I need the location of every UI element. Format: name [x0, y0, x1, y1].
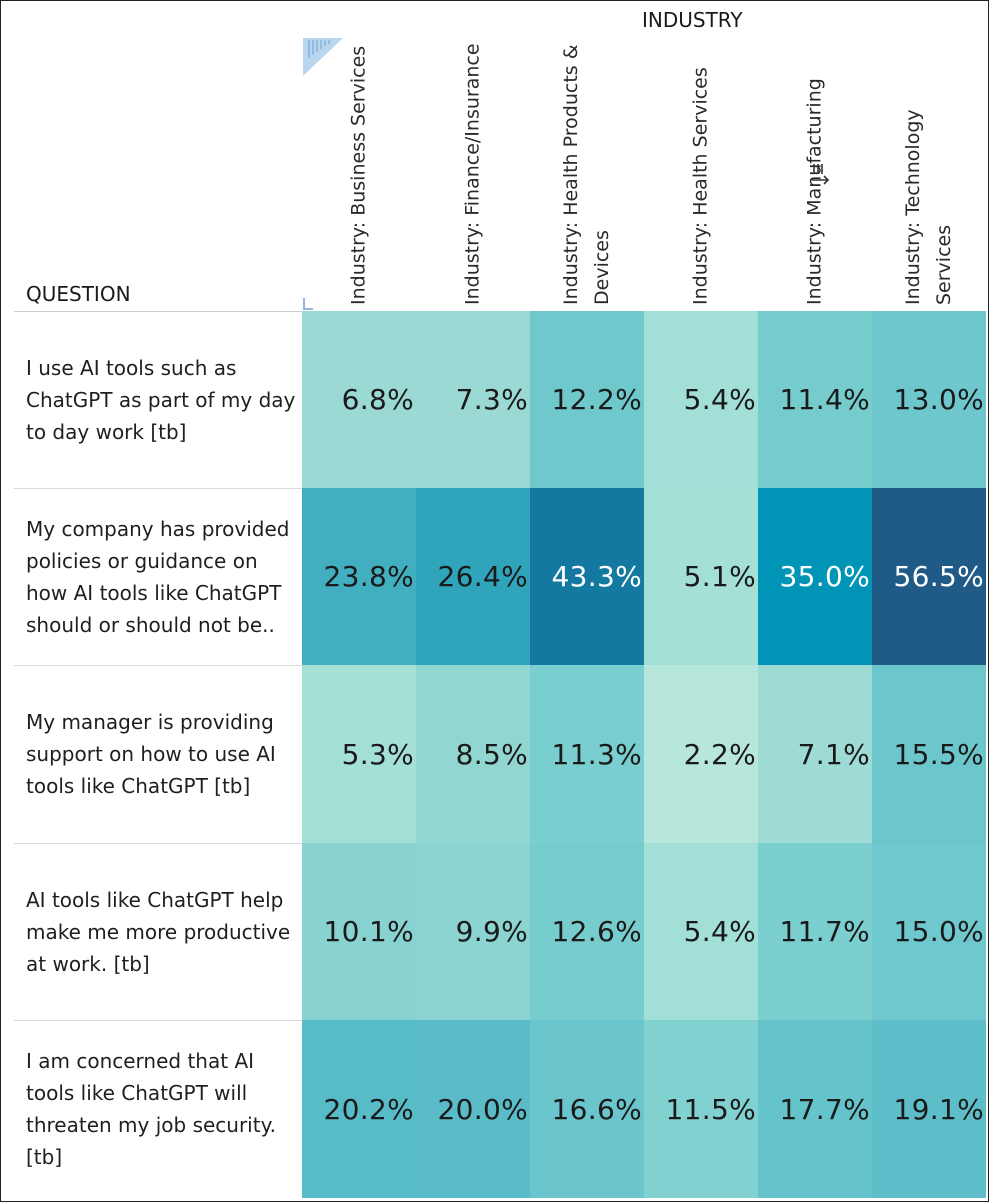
heatmap-cell[interactable]: 11.7% [758, 843, 872, 1020]
column-header[interactable]: Industry: Health Services [644, 38, 758, 310]
heatmap-cell[interactable]: 20.0% [416, 1020, 530, 1198]
column-header-title: INDUSTRY [642, 8, 743, 32]
column-header-label: Industry: Health Services [689, 67, 712, 305]
sort-icon[interactable] [303, 38, 343, 76]
row-label[interactable]: I use AI tools such as ChatGPT as part o… [26, 355, 296, 444]
heatmap-cell[interactable]: 13.0% [872, 311, 986, 488]
heatmap-cell[interactable]: 20.2% [302, 1020, 416, 1198]
heatmap-cell[interactable]: 7.3% [416, 311, 530, 488]
heatmap-cell[interactable]: 11.4% [758, 311, 872, 488]
column-header[interactable]: Industry: Health Products & Devices [530, 38, 644, 310]
heatmap-cell[interactable]: 5.1% [644, 488, 758, 665]
row-label[interactable]: My manager is providing support on how t… [26, 710, 276, 798]
heatmap-cell[interactable]: 2.2% [644, 665, 758, 843]
heatmap-cell[interactable]: 43.3% [530, 488, 644, 665]
column-header-label: Industry: Technology Services [902, 109, 955, 305]
heatmap-cell[interactable]: 15.0% [872, 843, 986, 1020]
heatmap-cell[interactable]: 19.1% [872, 1020, 986, 1198]
row-label[interactable]: AI tools like ChatGPT help make me more … [26, 887, 291, 976]
heatmap-cell[interactable]: 15.5% [872, 665, 986, 843]
row-separator [14, 488, 302, 489]
heatmap-cell[interactable]: 9.9% [416, 843, 530, 1020]
heatmap-cell[interactable]: 12.6% [530, 843, 644, 1020]
heatmap-cell[interactable]: 6.8% [302, 311, 416, 488]
heatmap-cell[interactable]: 11.5% [644, 1020, 758, 1198]
heatmap-cell[interactable]: 5.4% [644, 311, 758, 488]
row-label[interactable]: My company has provided policies or guid… [26, 516, 290, 637]
heatmap-cell[interactable]: 35.0% [758, 488, 872, 665]
header-separator [14, 311, 302, 312]
heatmap-cell[interactable]: 7.1% [758, 665, 872, 843]
heatmap-cell[interactable]: 26.4% [416, 488, 530, 665]
heatmap-cell[interactable]: 23.8% [302, 488, 416, 665]
resize-corner-icon[interactable] [303, 298, 313, 310]
row-separator [14, 1020, 302, 1021]
column-header[interactable]: Industry: Finance/Insurance [416, 38, 530, 310]
heatmap-cell[interactable]: 11.3% [530, 665, 644, 843]
column-header-label: Industry: Finance/Insurance [461, 43, 484, 305]
column-header[interactable]: Industry: Business Services [302, 38, 416, 310]
heatmap-cell[interactable]: 5.4% [644, 843, 758, 1020]
row-separator [14, 843, 302, 844]
heatmap-cell[interactable]: 12.2% [530, 311, 644, 488]
heatmap-cell[interactable]: 5.3% [302, 665, 416, 843]
column-header-label: Industry: Business Services [347, 45, 370, 305]
heatmap-cell[interactable]: 17.7% [758, 1020, 872, 1198]
heatmap-cell[interactable]: 8.5% [416, 665, 530, 843]
column-header[interactable]: Industry: Technology Services [872, 38, 986, 310]
row-header-title: QUESTION [26, 282, 131, 306]
row-separator [14, 665, 302, 666]
row-label[interactable]: I am concerned that AI tools like ChatGP… [26, 1049, 276, 1169]
column-resize-icon[interactable] [806, 160, 834, 188]
heatmap-cell[interactable]: 10.1% [302, 843, 416, 1020]
heatmap-cell[interactable]: 56.5% [872, 488, 986, 665]
column-header-label: Industry: Health Products & Devices [560, 44, 613, 305]
heatmap-cell[interactable]: 16.6% [530, 1020, 644, 1198]
